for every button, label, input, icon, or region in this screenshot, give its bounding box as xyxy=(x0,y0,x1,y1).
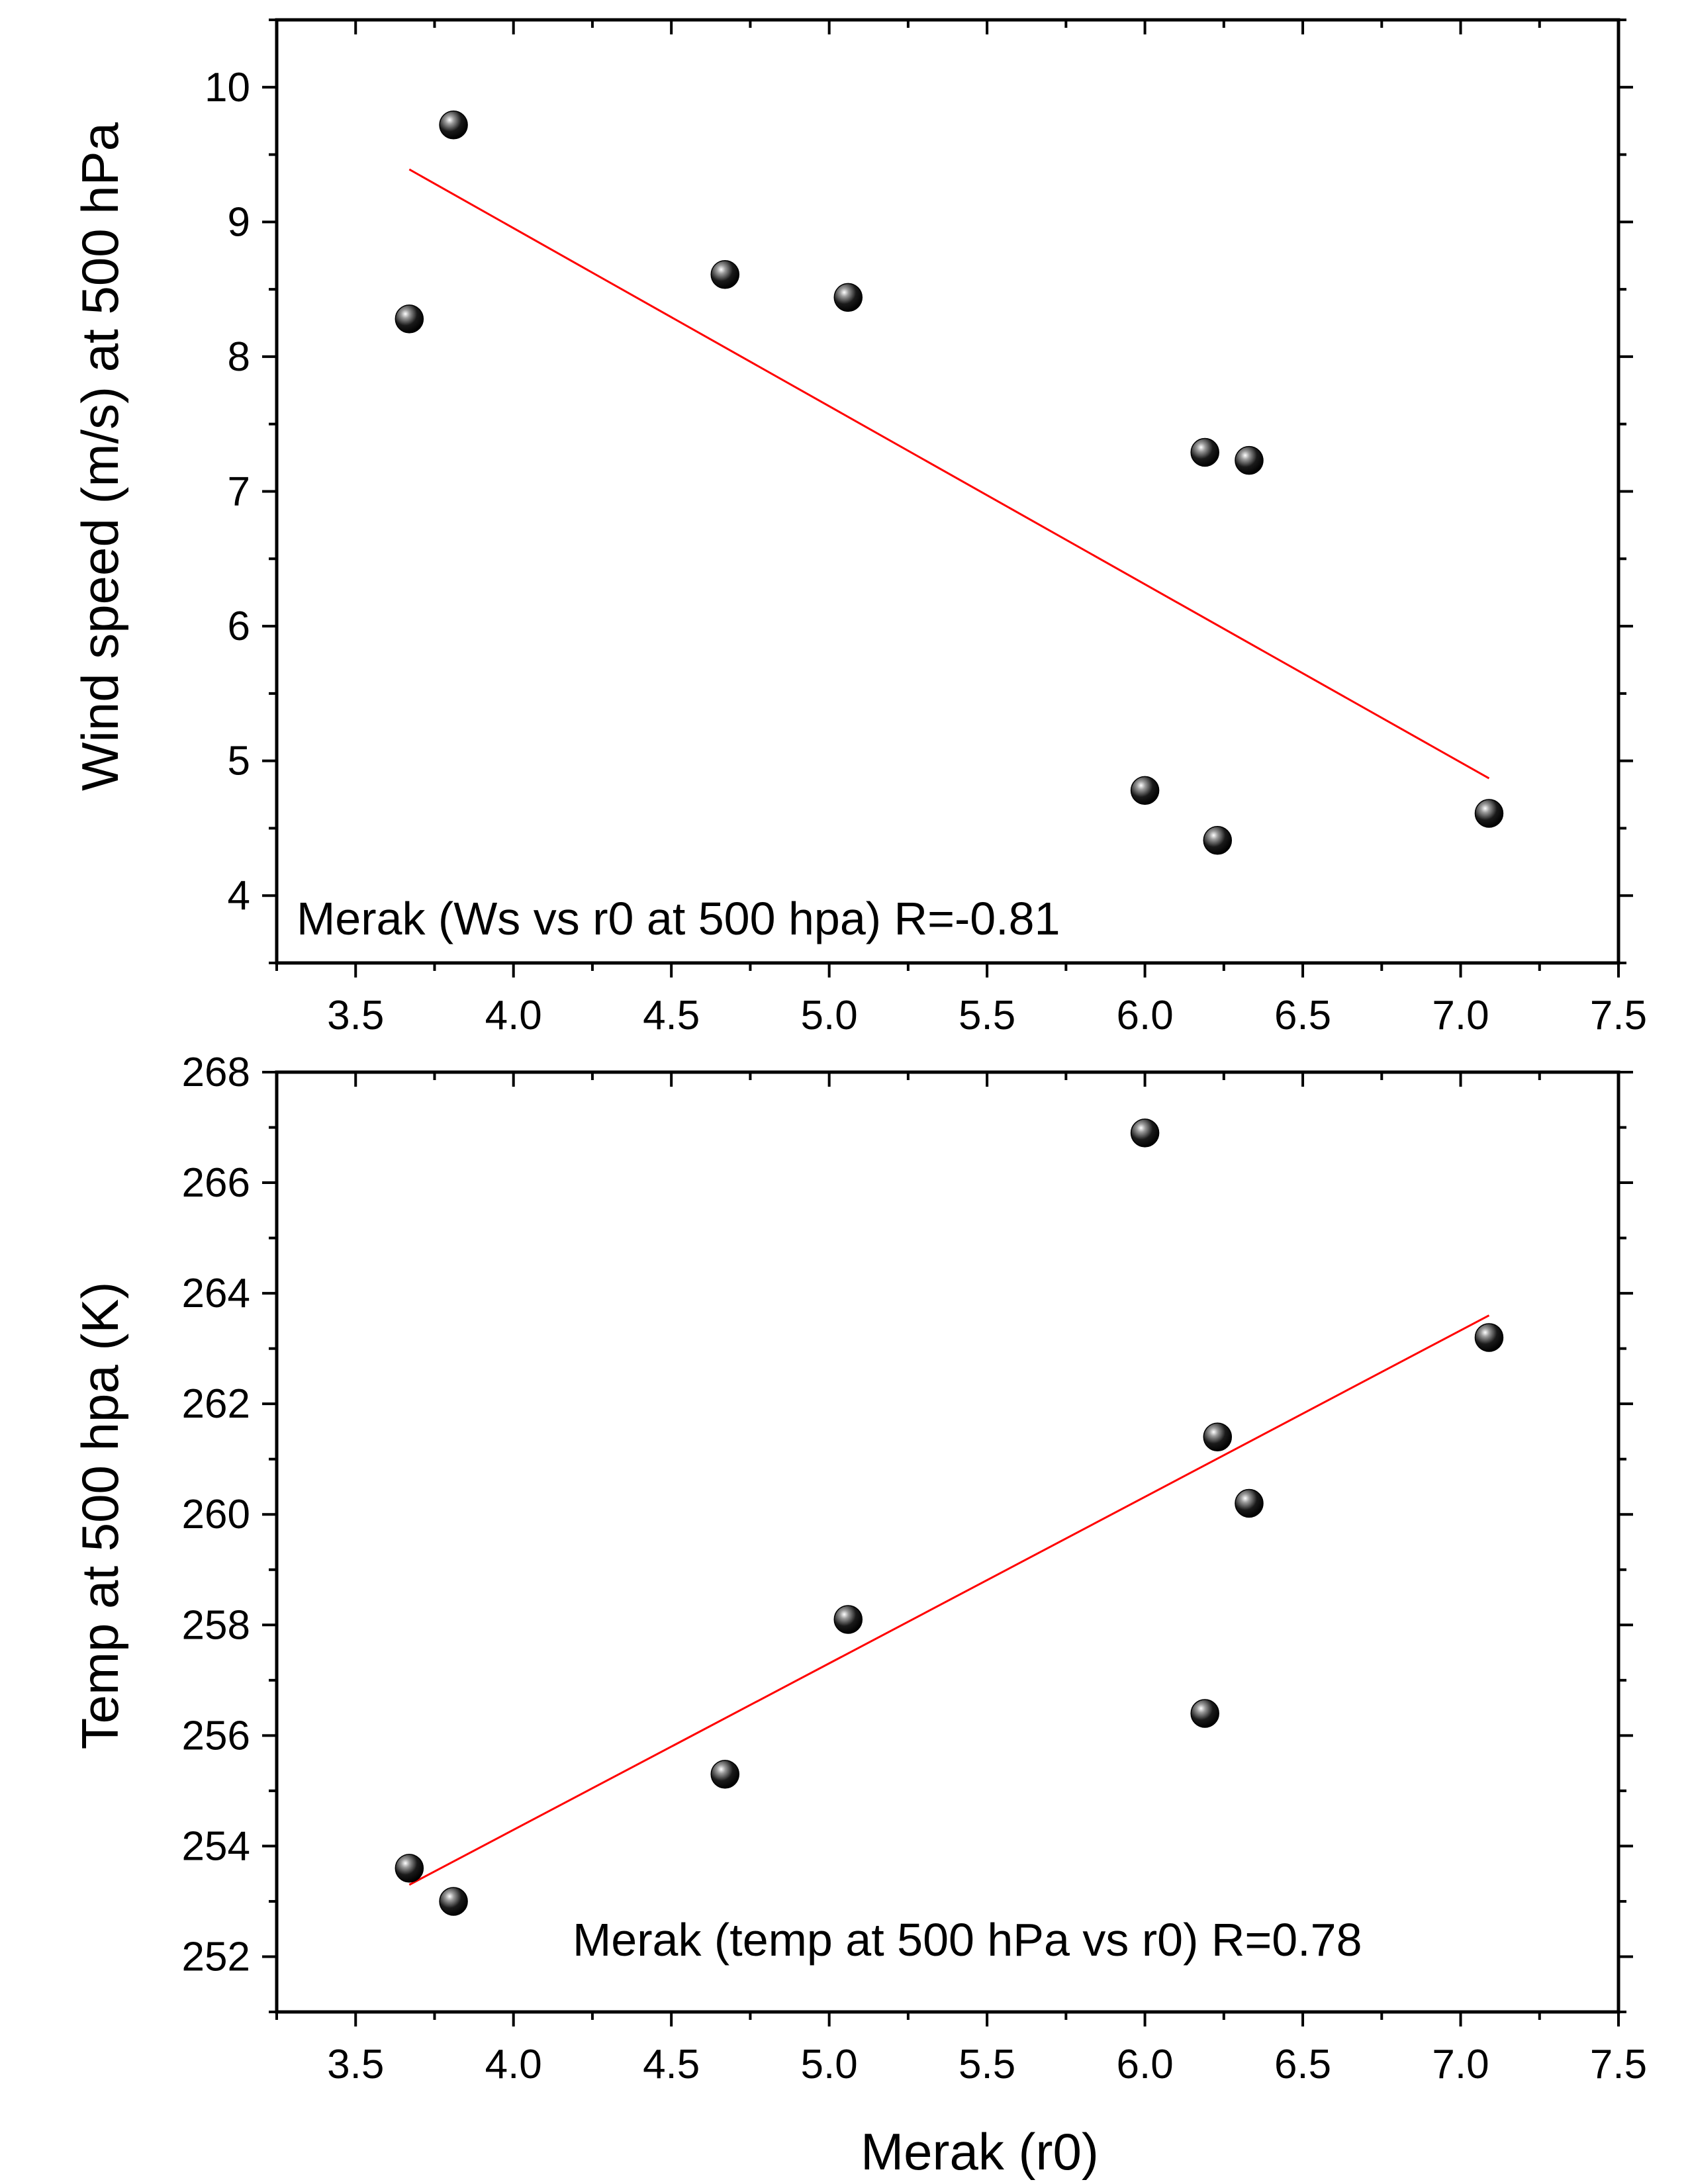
y-tick-label: 9 xyxy=(228,199,250,245)
data-point xyxy=(439,1887,468,1916)
x-tick-label: 7.5 xyxy=(1590,993,1647,1038)
panel-wind-speed: 3.5 4.0 4.5 5.0 5.5 6.0 6.5 7.0 7.5 4 5 6 7 8 9 10 Win… xyxy=(71,18,1647,1038)
x-tick-label: 3.5 xyxy=(327,993,384,1038)
x-tick-label: 6.0 xyxy=(1116,2042,1173,2087)
data-point xyxy=(395,1854,424,1883)
y-tick-label: 258 xyxy=(182,1602,250,1648)
plot-area-wind-speed xyxy=(275,18,1620,965)
data-point xyxy=(710,1760,740,1789)
y-ticks-temperature: 252 254 256 258 260 262 264 266 268 xyxy=(182,1050,1633,2013)
annotation-temperature: Merak (temp at 500 hPa vs r0) R=0.78 xyxy=(573,1914,1362,1966)
data-point xyxy=(833,283,863,312)
x-tick-label: 5.5 xyxy=(959,2042,1015,2087)
x-tick-label: 7.5 xyxy=(1590,2042,1647,2087)
axes-frame-temperature xyxy=(275,1070,1620,2014)
y-tick-label: 262 xyxy=(182,1381,250,1427)
x-tick-label: 3.5 xyxy=(327,2042,384,2087)
x-tick-label: 5.0 xyxy=(801,993,858,1038)
fit-line-temperature xyxy=(408,1314,1490,1886)
y-tick-label: 254 xyxy=(182,1823,250,1869)
markers-wind-speed xyxy=(395,111,1504,855)
x-ticks-wind-speed: 3.5 4.0 4.5 5.0 5.5 6.0 6.5 7.0 7.5 xyxy=(275,20,1647,1038)
x-tick-label: 7.0 xyxy=(1432,993,1489,1038)
y-axis-label-wind-speed: Wind speed (m/s) at 500 hPa xyxy=(71,122,129,791)
x-tick-label: 5.0 xyxy=(801,2042,858,2087)
y-tick-label: 5 xyxy=(228,739,250,784)
y-axis-label-temperature: Temp at 500 hpa (K) xyxy=(71,1282,129,1750)
x-tick-label: 6.5 xyxy=(1274,2042,1331,2087)
y-ticks-wind-speed: 4 5 6 7 8 9 10 xyxy=(205,19,1633,964)
y-tick-label: 8 xyxy=(228,334,250,380)
y-tick-label: 10 xyxy=(205,65,250,111)
fit-line-wind-speed xyxy=(408,168,1490,780)
x-tick-label: 7.0 xyxy=(1432,2042,1489,2087)
y-tick-label: 268 xyxy=(182,1050,250,1095)
data-point xyxy=(1190,1699,1219,1728)
x-tick-label: 4.0 xyxy=(485,993,542,1038)
panel-temperature: 3.5 4.0 4.5 5.0 5.5 6.0 6.5 7.0 7.5 252 254 256 258… xyxy=(71,1050,1647,2181)
x-tick-label: 4.5 xyxy=(643,993,700,1038)
data-point xyxy=(1190,437,1219,467)
x-tick-label: 6.0 xyxy=(1116,993,1173,1038)
markers-temperature xyxy=(395,1118,1504,1916)
y-tick-label: 266 xyxy=(182,1160,250,1206)
data-point xyxy=(710,260,740,289)
x-tick-label: 4.5 xyxy=(643,2042,700,2087)
regression-line xyxy=(408,168,1490,780)
data-point xyxy=(833,1605,863,1634)
data-point xyxy=(1130,776,1160,805)
data-point xyxy=(1203,1422,1233,1452)
y-tick-label: 4 xyxy=(228,873,250,919)
x-tick-label: 4.0 xyxy=(485,2042,542,2087)
data-point xyxy=(1474,799,1504,828)
data-point xyxy=(1235,445,1264,475)
x-axis-label: Merak (r0) xyxy=(861,2122,1099,2181)
data-point xyxy=(1203,826,1233,855)
y-tick-label: 264 xyxy=(182,1271,250,1316)
axes-frame-wind-speed xyxy=(275,18,1620,965)
regression-line xyxy=(408,1314,1490,1886)
y-tick-label: 256 xyxy=(182,1713,250,1758)
data-point xyxy=(1130,1118,1160,1148)
y-tick-label: 260 xyxy=(182,1492,250,1537)
data-point xyxy=(395,304,424,334)
data-point xyxy=(1474,1323,1504,1352)
data-point xyxy=(1235,1488,1264,1518)
y-tick-label: 6 xyxy=(228,604,250,649)
plot-area-temperature xyxy=(275,1070,1620,2014)
data-point xyxy=(439,111,468,140)
x-ticks-temperature: 3.5 4.0 4.5 5.0 5.5 6.0 6.5 7.0 7.5 xyxy=(275,1072,1647,2087)
y-tick-label: 252 xyxy=(182,1934,250,1979)
x-tick-label: 5.5 xyxy=(959,993,1015,1038)
y-tick-label: 7 xyxy=(228,469,250,515)
annotation-wind-speed: Merak (Ws vs r0 at 500 hpa) R=-0.81 xyxy=(297,893,1060,944)
x-tick-label: 6.5 xyxy=(1274,993,1331,1038)
